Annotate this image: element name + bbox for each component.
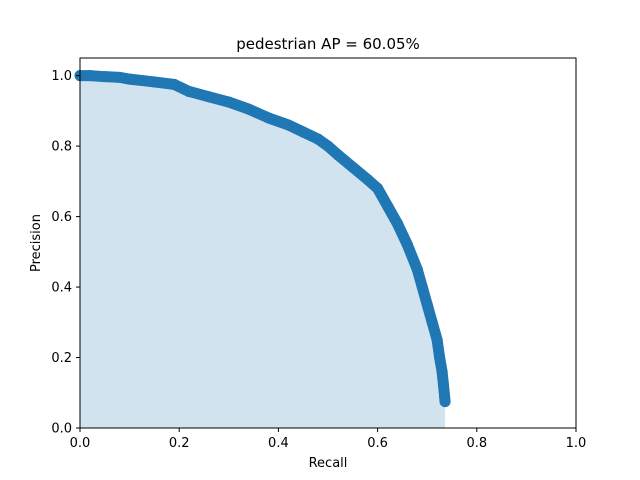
y-tick-label: 0.0 xyxy=(51,422,72,437)
pr-point xyxy=(434,352,446,364)
x-tick-label: 0.2 xyxy=(169,436,190,451)
chart-title: pedestrian AP = 60.05% xyxy=(236,35,420,53)
y-tick-label: 0.6 xyxy=(51,210,72,225)
pr-point xyxy=(426,316,438,328)
pr-point xyxy=(312,133,324,145)
pr-point xyxy=(183,85,195,97)
x-tick-label: 0.4 xyxy=(268,436,289,451)
pr-point xyxy=(391,218,403,230)
axis-ticks: 0.0 0.2 0.4 0.6 0.8 1.0 0.0 0.2 0.4 0.6 0.8 1.0 xyxy=(51,69,586,451)
pr-point xyxy=(439,396,451,408)
pr-point xyxy=(431,334,443,346)
pr-point xyxy=(436,366,448,378)
pr-point xyxy=(148,76,160,88)
pr-point xyxy=(438,380,450,392)
y-tick-label: 1.0 xyxy=(51,69,72,84)
pr-point xyxy=(282,119,294,131)
pr-point xyxy=(223,96,235,108)
pr-point xyxy=(84,70,96,82)
pr-point xyxy=(372,182,384,194)
x-tick-label: 0.6 xyxy=(367,436,388,451)
pr-point xyxy=(332,149,344,161)
pr-point xyxy=(168,78,180,90)
pr-point xyxy=(262,112,274,124)
pr-point xyxy=(362,174,374,186)
pr-point xyxy=(322,140,334,152)
pr-point xyxy=(382,200,394,212)
pr-point xyxy=(411,263,423,275)
x-tick-label: 0.8 xyxy=(466,436,487,451)
pr-point xyxy=(347,161,359,173)
y-tick-label: 0.4 xyxy=(51,281,72,296)
pr-point xyxy=(243,103,255,115)
pr-point xyxy=(124,73,136,85)
pr-point xyxy=(297,126,309,138)
axes-frame xyxy=(79,57,577,429)
pr-point xyxy=(401,239,413,251)
pr-point xyxy=(203,91,215,103)
pr-point xyxy=(114,71,126,83)
x-axis-label: Recall xyxy=(309,456,348,471)
plot-area xyxy=(74,70,451,429)
pr-point xyxy=(99,71,111,83)
pr-point xyxy=(416,281,428,293)
x-tick-label: 1.0 xyxy=(566,436,587,451)
pr-point xyxy=(421,299,433,311)
y-axis-label: Precision xyxy=(29,214,44,272)
x-tick-label: 0.0 xyxy=(70,436,91,451)
y-tick-label: 0.2 xyxy=(51,351,72,366)
pr-area-fill xyxy=(80,75,446,429)
y-tick-label: 0.8 xyxy=(51,140,72,155)
